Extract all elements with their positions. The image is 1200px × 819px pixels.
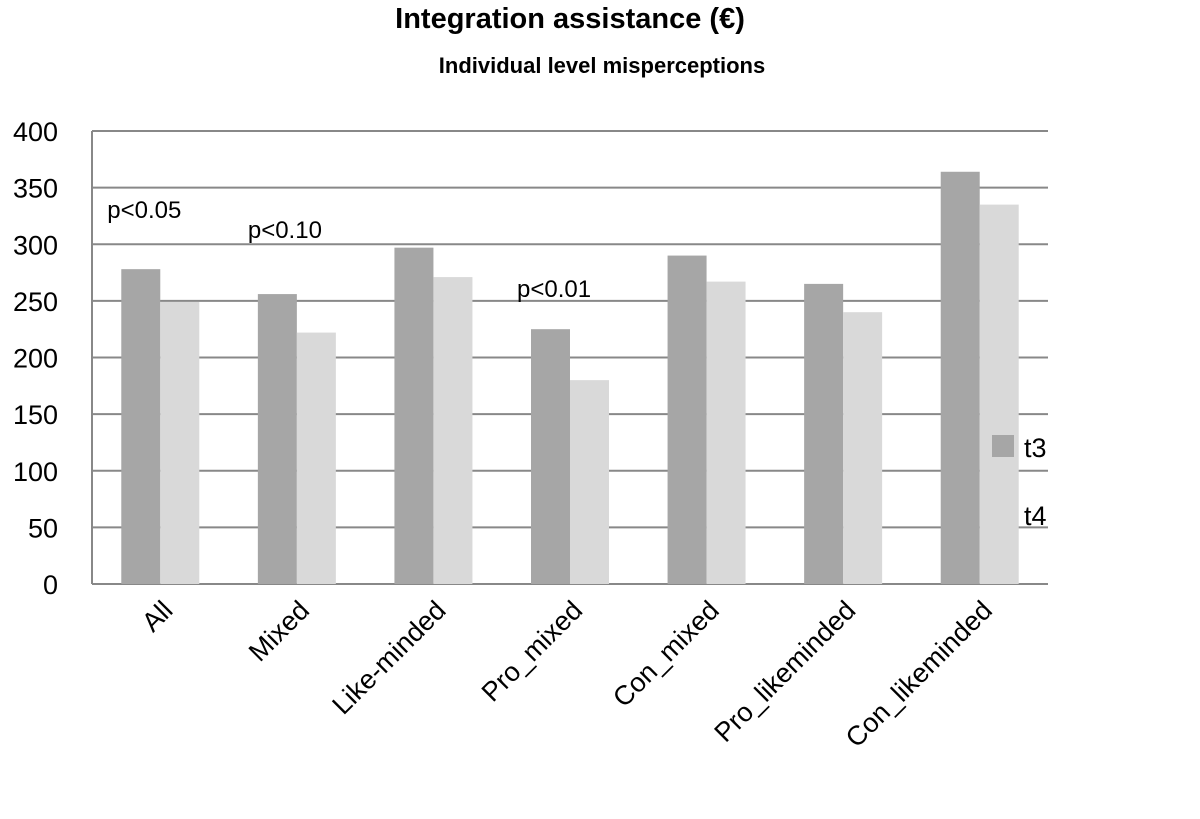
bar-t3-pro_mixed bbox=[531, 329, 570, 584]
significance-annotation: p<0.05 bbox=[107, 197, 181, 224]
bar-t4-mixed bbox=[296, 332, 336, 584]
x-tick-label: Con_mixed bbox=[607, 595, 725, 713]
x-tick-label: All bbox=[136, 595, 178, 637]
bar-t3-con_likeminded bbox=[940, 171, 980, 584]
bar-t3-pro_likeminded bbox=[804, 283, 844, 584]
x-tick-label: Mixed bbox=[243, 595, 315, 667]
bar-t4-con_mixed bbox=[706, 281, 746, 584]
bar-t3-mixed bbox=[257, 294, 297, 584]
chart-subtitle: Individual level misperceptions bbox=[439, 53, 765, 78]
bar-t3-all bbox=[121, 269, 161, 584]
x-tick-label: Pro_mixed bbox=[476, 595, 588, 707]
y-tick-label: 300 bbox=[13, 230, 58, 260]
bar-t4-con_likeminded bbox=[979, 204, 1019, 585]
bar-t4-like-minded bbox=[433, 277, 473, 584]
y-tick-label: 150 bbox=[13, 400, 58, 430]
legend-swatch-t3 bbox=[992, 435, 1014, 457]
y-tick-label: 400 bbox=[13, 117, 58, 147]
bar-t3-con_mixed bbox=[667, 255, 707, 584]
legend-label-t4: t4 bbox=[1024, 501, 1047, 531]
y-tick-label: 100 bbox=[13, 457, 58, 487]
significance-annotation: p<0.01 bbox=[517, 276, 591, 303]
x-tick-label: Con_likeminded bbox=[840, 595, 998, 753]
chart-title: Integration assistance (€) bbox=[395, 3, 745, 35]
y-tick-label: 0 bbox=[43, 570, 58, 600]
y-tick-label: 250 bbox=[13, 287, 58, 317]
significance-annotation: p<0.10 bbox=[248, 217, 322, 244]
bar-t4-pro_likeminded bbox=[843, 312, 883, 584]
y-tick-label: 50 bbox=[28, 513, 58, 543]
legend-swatch-t4 bbox=[992, 503, 1014, 525]
legend-label-t3: t3 bbox=[1024, 433, 1047, 463]
x-tick-label: Like-minded bbox=[326, 595, 451, 720]
bar-t4-pro_mixed bbox=[570, 380, 609, 584]
bar-t3-like-minded bbox=[394, 247, 434, 584]
bar-t4-all bbox=[160, 302, 200, 584]
y-tick-label: 350 bbox=[13, 174, 58, 204]
x-tick-label: Pro_likeminded bbox=[709, 595, 862, 748]
y-tick-label: 200 bbox=[13, 344, 58, 374]
